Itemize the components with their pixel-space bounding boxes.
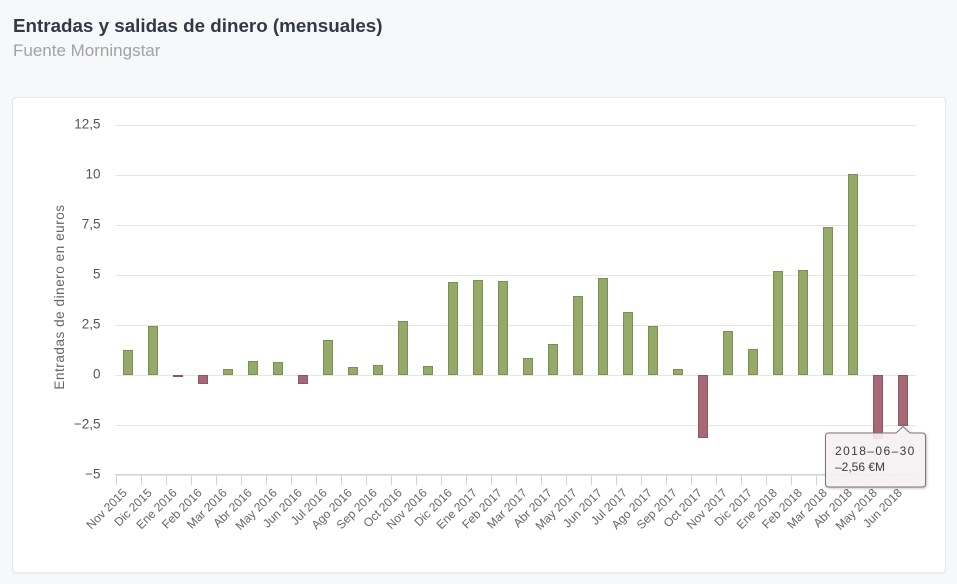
svg-text:2018–06–30: 2018–06–30 (835, 444, 916, 458)
svg-text:12,5: 12,5 (74, 117, 100, 132)
svg-text:−5: −5 (85, 467, 100, 482)
svg-text:7,5: 7,5 (82, 217, 101, 232)
svg-text:5: 5 (93, 267, 101, 282)
svg-text:0: 0 (93, 367, 101, 382)
svg-text:2,5: 2,5 (82, 317, 101, 332)
svg-text:–2,56 €M: –2,56 €M (835, 460, 885, 474)
svg-text:−2,5: −2,5 (74, 417, 101, 432)
svg-text:10: 10 (85, 167, 100, 182)
svg-text:Entradas de dinero en euros: Entradas de dinero en euros (52, 204, 67, 389)
